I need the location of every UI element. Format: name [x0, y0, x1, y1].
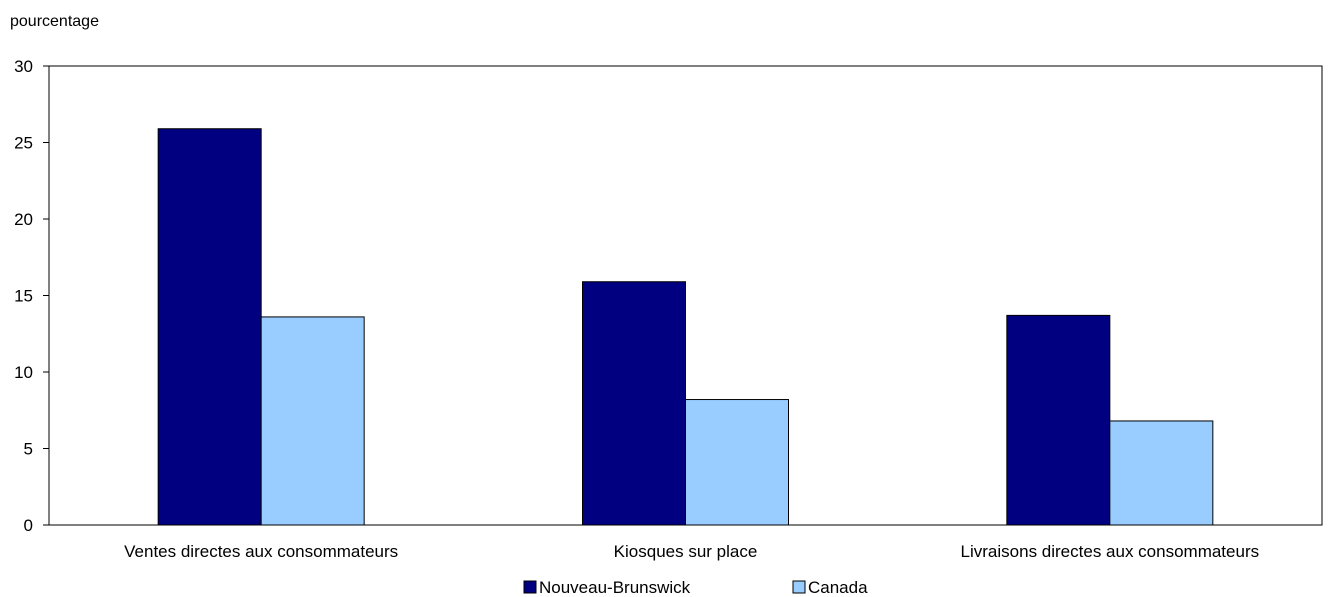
- bar-nouveau-brunswick: [1006, 314, 1111, 526]
- bar-nouveau-brunswick: [157, 128, 262, 526]
- y-tick-label: 10: [14, 363, 33, 382]
- y-tick-label: 25: [14, 134, 33, 153]
- legend: Nouveau-Brunswick Canada: [523, 578, 868, 597]
- y-tick-label: 15: [14, 287, 33, 306]
- legend-swatch: [792, 580, 806, 594]
- legend-label: Canada: [808, 578, 868, 597]
- bars: [157, 128, 1214, 526]
- y-ticks: 0 5 10 15 20 25 30: [14, 57, 49, 535]
- bar-canada: [260, 316, 365, 526]
- bar-nouveau-brunswick: [582, 281, 686, 526]
- legend-label: Nouveau-Brunswick: [539, 578, 691, 597]
- category-labels: Ventes directes aux consommateurs Kiosque…: [124, 542, 1259, 561]
- y-axis-title: pourcentage: [10, 13, 99, 30]
- legend-swatch: [523, 580, 537, 594]
- y-tick-label: 5: [24, 440, 33, 459]
- x-category-label: Ventes directes aux consommateurs: [124, 542, 398, 561]
- y-tick-label: 0: [24, 516, 33, 535]
- x-category-label: Kiosques sur place: [614, 542, 758, 561]
- plot-frame: [48, 65, 1323, 526]
- bar-canada: [685, 399, 789, 526]
- y-tick-label: 20: [14, 210, 33, 229]
- x-category-label: Livraisons directes aux consommateurs: [961, 542, 1260, 561]
- bar-canada: [1109, 420, 1214, 526]
- y-tick-label: 30: [14, 57, 33, 76]
